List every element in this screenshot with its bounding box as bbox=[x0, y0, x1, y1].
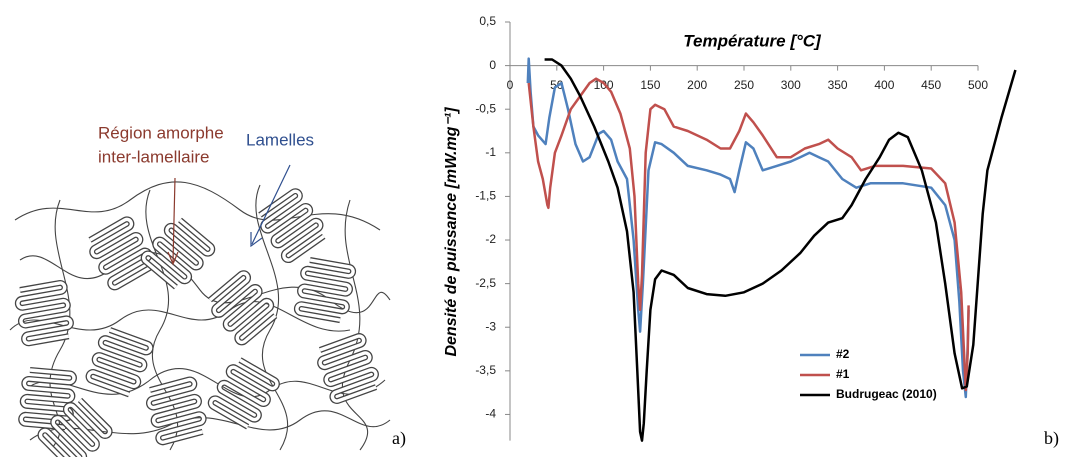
y-tick-label: -0,5 bbox=[475, 101, 496, 115]
label: Lamelles bbox=[246, 130, 314, 149]
y-tick-label: -3 bbox=[485, 319, 496, 333]
arrowhead bbox=[167, 251, 179, 266]
y-tick-label: -3,5 bbox=[475, 363, 496, 377]
arrow bbox=[172, 177, 176, 263]
x-tick-label: 400 bbox=[874, 78, 894, 92]
y-tick-label: -2 bbox=[485, 232, 496, 246]
x-tick-label: 500 bbox=[968, 78, 988, 92]
legend-label: #2 bbox=[836, 347, 850, 361]
line bbox=[527, 77, 970, 392]
y-tick-label: -1 bbox=[485, 145, 496, 159]
arrow bbox=[251, 164, 291, 245]
x-tick-label: 200 bbox=[687, 78, 707, 92]
plot: 0,50-0,5-1-1,5-2-2,5-3-3,5-40 50 100 150 200… bbox=[475, 14, 1017, 442]
panel-label: b) bbox=[1044, 428, 1059, 449]
x-tick-label: 150 bbox=[640, 78, 660, 92]
line bbox=[526, 57, 970, 399]
y-tick-label: 0,5 bbox=[479, 14, 496, 28]
arrowhead bbox=[250, 232, 263, 248]
line bbox=[544, 58, 1017, 442]
x-tick-label: 250 bbox=[734, 78, 754, 92]
x-tick-label: 0 bbox=[507, 78, 514, 92]
panel-label: a) bbox=[392, 428, 406, 449]
y-tick-label: -1,5 bbox=[475, 189, 496, 203]
legend-label: #1 bbox=[836, 367, 850, 381]
label: Région amorphe bbox=[98, 123, 224, 142]
y-tick-label: -4 bbox=[485, 407, 496, 421]
y-tick-label: -2,5 bbox=[475, 276, 496, 290]
x-tick-label: 350 bbox=[828, 78, 848, 92]
chart-title: Température [°C] bbox=[683, 31, 822, 50]
x-tick-label: 300 bbox=[781, 78, 801, 92]
x-tick-label: 450 bbox=[921, 78, 941, 92]
legend-label: Budrugeac (2010) bbox=[836, 387, 937, 401]
lamellae bbox=[16, 189, 381, 457]
label: inter-lamellaire bbox=[98, 147, 209, 166]
y-axis-label: Densité de puissance [mW.mg⁻¹] bbox=[443, 107, 460, 357]
y-tick-label: 0 bbox=[489, 58, 496, 72]
